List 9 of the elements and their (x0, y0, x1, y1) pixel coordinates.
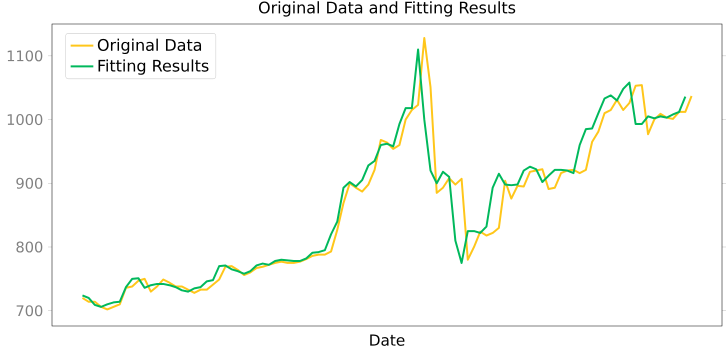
chart-title: Original Data and Fitting Results (258, 1, 516, 17)
y-tick-label: 1100 (8, 50, 42, 62)
x-axis-title: Date (370, 334, 404, 346)
y-tick-label: 700 (16, 305, 42, 316)
y-tick-label: 900 (16, 178, 42, 189)
y-tick-label: 1000 (8, 114, 42, 126)
legend-label: Original Data (98, 38, 202, 54)
legend-label: Fitting Results (98, 59, 208, 75)
y-tick-label: 800 (16, 241, 42, 253)
